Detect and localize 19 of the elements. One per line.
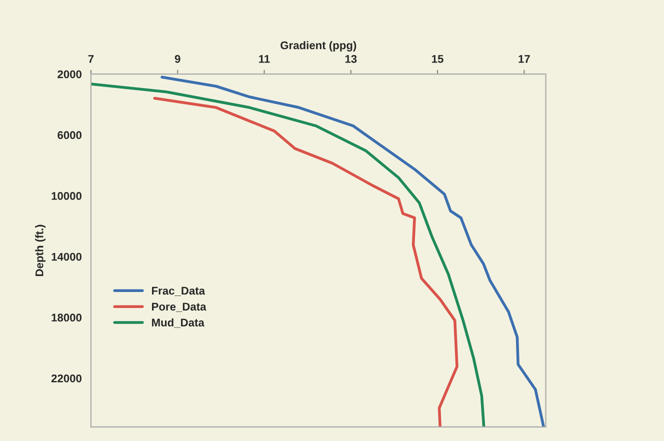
x-axis-title: Gradient (ppg)	[280, 41, 356, 52]
y-tick-label: 6000	[58, 131, 82, 140]
y-axis-title: Depth (ft.)	[35, 224, 46, 276]
line-series	[90, 82, 486, 427]
y-tick-label: 18000	[52, 314, 82, 322]
x-tick-label: 17	[518, 55, 530, 63]
x-tick-label: 9	[174, 54, 180, 63]
y-tick-label: 10000	[52, 192, 82, 200]
y-tick-label: 14000	[52, 252, 82, 261]
y-tick-label: 2000	[58, 70, 82, 78]
legend-label: Pore_Data	[152, 302, 206, 312]
line-series	[153, 96, 458, 427]
x-tick-label: 15	[432, 55, 444, 63]
x-tick-label: 7	[88, 55, 94, 63]
x-tick-label: 13	[345, 54, 357, 63]
legend-label: Frac_Data	[152, 286, 206, 296]
legend-label: Mud_Data	[152, 318, 204, 328]
x-tick-label: 11	[259, 55, 270, 63]
y-tick-label: 22000	[51, 374, 82, 382]
